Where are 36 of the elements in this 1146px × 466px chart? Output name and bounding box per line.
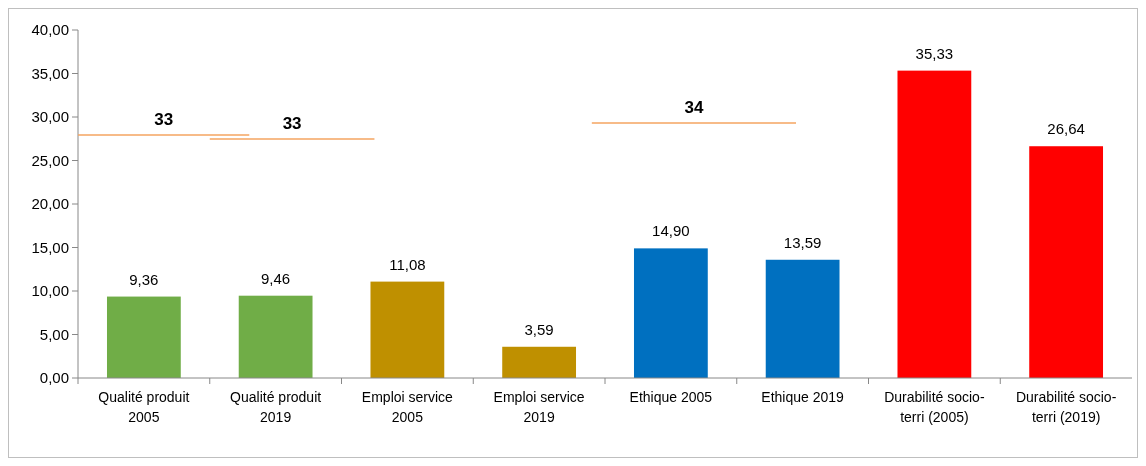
bar (370, 281, 445, 378)
data-label: 14,90 (652, 222, 690, 240)
bar (502, 346, 577, 378)
bar (633, 248, 708, 378)
y-tick-label: 30,00 (31, 108, 69, 126)
y-tick-label: 40,00 (31, 21, 69, 39)
x-tick-label: Durabilité socio-terri (2019) (1015, 389, 1117, 425)
y-tick-label: 5,00 (39, 325, 69, 343)
y-tick-label: 0,00 (39, 369, 69, 387)
annotation: 34 (684, 98, 704, 117)
x-tick-label: Qualité produit 2005 (98, 389, 190, 425)
bar (106, 296, 181, 378)
bar (238, 295, 313, 378)
y-tick-label: 15,00 (31, 238, 69, 256)
data-label: 3,59 (524, 320, 554, 338)
data-label: 9,36 (129, 270, 159, 288)
x-tick-label: Emploi service 2005 (361, 389, 454, 425)
x-tick-label: Emploi service 2019 (493, 389, 585, 425)
x-tick-label: Durabilité socio-terri (2005) (884, 389, 985, 425)
x-tick-label: Ethique 2019 (761, 389, 845, 405)
annotation: 33 (154, 110, 174, 129)
annotation: 33 (282, 114, 302, 133)
y-tick-label: 25,00 (31, 151, 69, 169)
y-tick-label: 35,00 (31, 64, 69, 82)
data-label: 13,59 (783, 233, 822, 251)
bar (897, 70, 972, 378)
data-label: 11,08 (389, 255, 426, 273)
data-label: 35,33 (915, 44, 954, 62)
x-tick-label: Qualité produit 2019 (230, 389, 322, 425)
y-tick-label: 20,00 (31, 195, 69, 213)
x-tick-label: Ethique 2005 (629, 389, 713, 405)
bar (765, 259, 840, 378)
data-label: 26,64 (1047, 120, 1085, 138)
y-tick-label: 10,00 (31, 282, 69, 300)
data-label: 9,46 (261, 269, 291, 287)
bar (1029, 146, 1104, 378)
